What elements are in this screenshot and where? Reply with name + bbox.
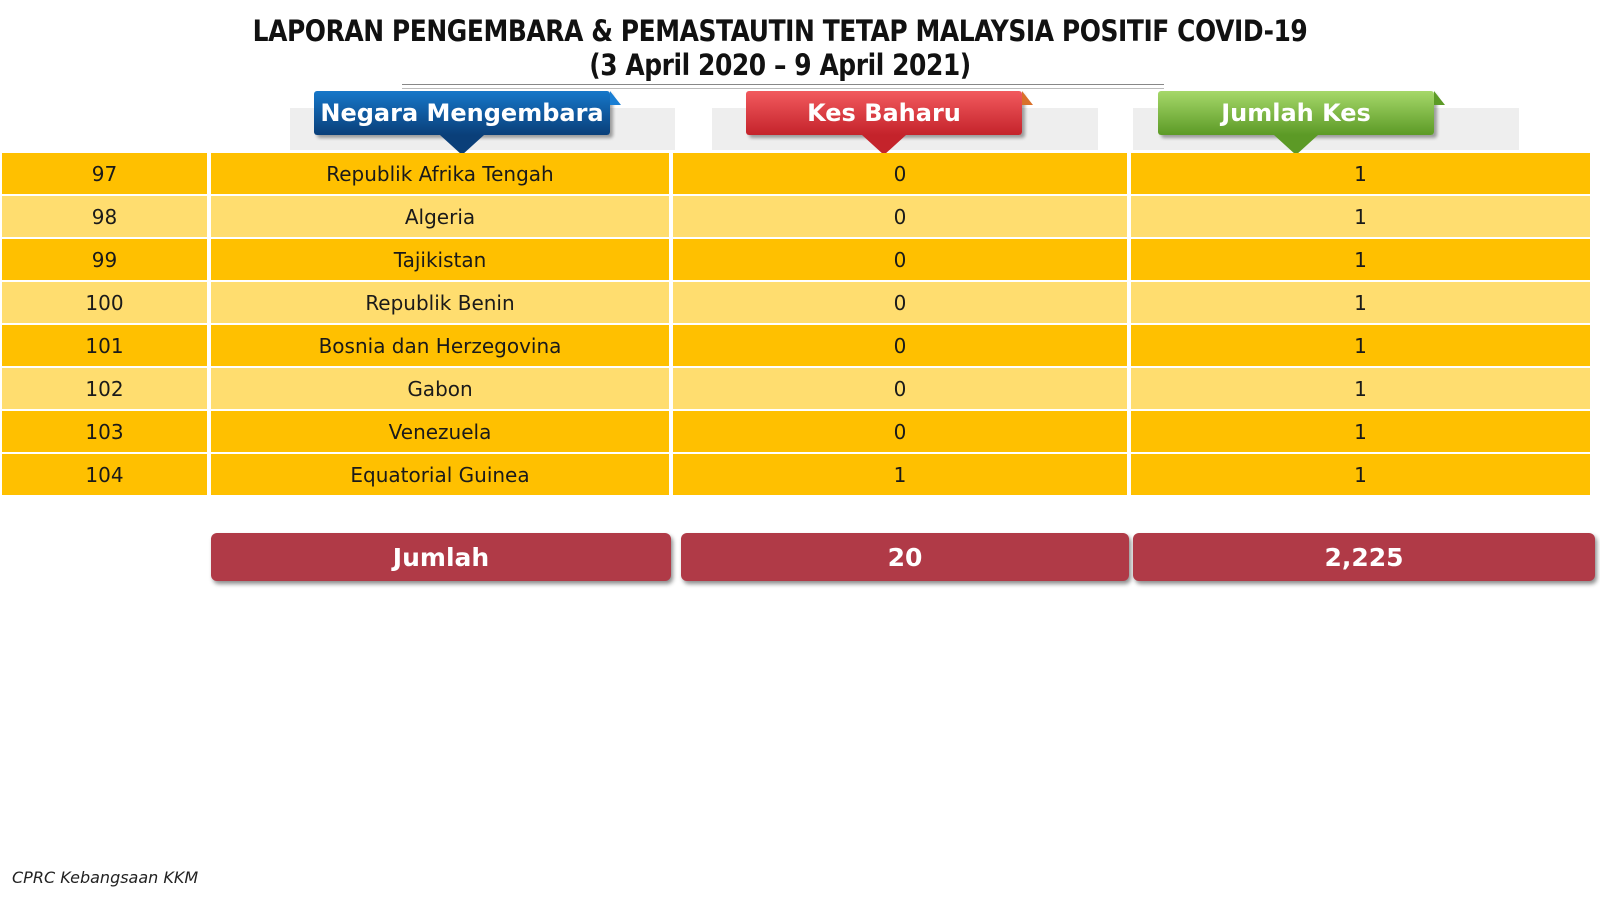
report-title: LAPORAN PENGEMBARA & PEMASTAUTIN TETAP M… [252,14,1308,48]
source-footer: CPRC Kebangsaan KKM [12,868,199,887]
new-cases-value: 0 [673,368,1127,409]
table-row: 101 Bosnia dan Herzegovina 0 1 [0,325,1600,366]
row-number: 100 [2,282,207,323]
total-cases-value: 1 [1131,282,1590,323]
row-number: 97 [2,153,207,194]
header-country-label: Negara Mengembara [320,99,604,127]
table-row: 104 Equatorial Guinea 1 1 [0,454,1600,495]
total-cases-value: 1 [1131,411,1590,452]
country-name: Venezuela [211,411,669,452]
new-cases-value: 0 [673,325,1127,366]
header-new-cases: Kes Baharu [746,91,1033,155]
total-cases-value: 1 [1131,368,1590,409]
header-country-arrow [440,135,484,155]
country-name: Tajikistan [211,239,669,280]
country-name: Algeria [211,196,669,237]
header-new-cases-fold [1022,91,1033,105]
country-name: Equatorial Guinea [211,454,669,495]
title-underline [402,84,1164,89]
new-cases-value: 0 [673,153,1127,194]
new-cases-value: 0 [673,196,1127,237]
row-number: 101 [2,325,207,366]
row-number: 102 [2,368,207,409]
row-number: 99 [2,239,207,280]
header-country-fold [610,91,621,105]
header-new-cases-label: Kes Baharu [807,99,961,127]
header-total-cases-label: Jumlah Kes [1221,99,1371,127]
header-total-cases: Jumlah Kes [1158,91,1445,155]
row-number: 103 [2,411,207,452]
country-name: Bosnia dan Herzegovina [211,325,669,366]
row-number: 98 [2,196,207,237]
totals-new-cases: 20 [681,533,1129,581]
new-cases-value: 1 [673,454,1127,495]
report-date-range: (3 April 2020 – 9 April 2021) [589,48,971,82]
new-cases-value: 0 [673,239,1127,280]
header-new-cases-arrow [862,135,906,155]
table-row: 103 Venezuela 0 1 [0,411,1600,452]
new-cases-value: 0 [673,282,1127,323]
totals-label: Jumlah [211,533,671,581]
header-total-cases-fold [1434,91,1445,105]
totals-total-cases: 2,225 [1133,533,1595,581]
table-row: 100 Republik Benin 0 1 [0,282,1600,323]
row-number: 104 [2,454,207,495]
total-cases-value: 1 [1131,454,1590,495]
cases-table: 97 Republik Afrika Tengah 0 1 98 Algeria… [0,153,1600,497]
header-country: Negara Mengembara [314,91,621,155]
table-row: 98 Algeria 0 1 [0,196,1600,237]
total-cases-value: 1 [1131,196,1590,237]
table-row: 102 Gabon 0 1 [0,368,1600,409]
total-cases-value: 1 [1131,239,1590,280]
new-cases-value: 0 [673,411,1127,452]
total-cases-value: 1 [1131,325,1590,366]
country-name: Republik Afrika Tengah [211,153,669,194]
country-name: Gabon [211,368,669,409]
total-cases-value: 1 [1131,153,1590,194]
country-name: Republik Benin [211,282,669,323]
table-row: 99 Tajikistan 0 1 [0,239,1600,280]
header-total-cases-arrow [1274,135,1318,155]
table-row: 97 Republik Afrika Tengah 0 1 [0,153,1600,194]
